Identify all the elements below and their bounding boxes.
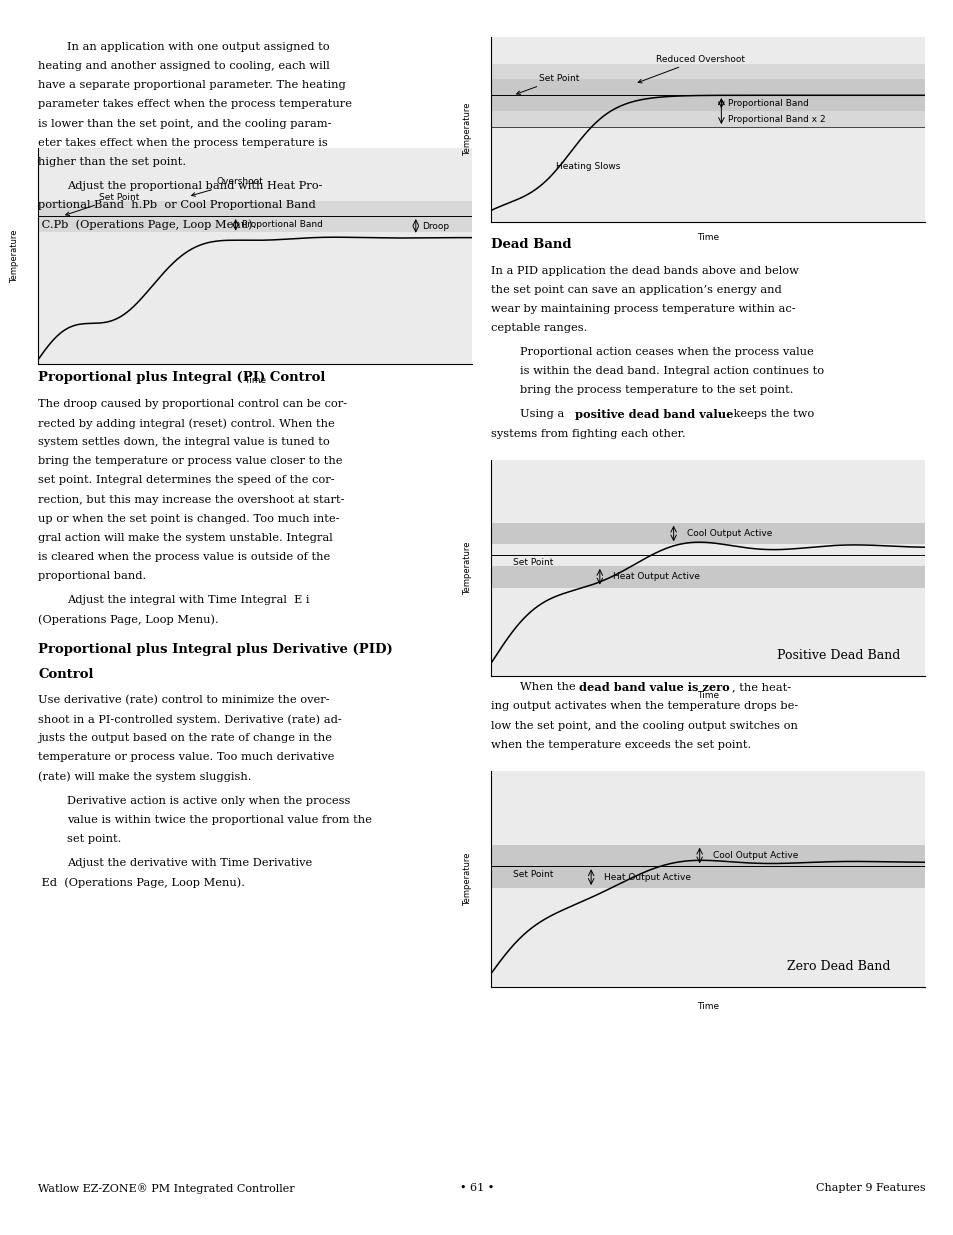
Bar (38, 201, 472, 232)
Bar (491, 522, 924, 545)
Text: Use derivative (rate) control to minimize the over-: Use derivative (rate) control to minimiz… (38, 695, 330, 705)
Text: Heat Output Active: Heat Output Active (612, 572, 700, 582)
Text: dead band value is zero: dead band value is zero (578, 682, 729, 693)
Text: Adjust the proportional band with Heat Pro-: Adjust the proportional band with Heat P… (67, 180, 322, 191)
Text: Ed  (Operations Page, Loop Menu).: Ed (Operations Page, Loop Menu). (38, 877, 245, 888)
Text: Time: Time (244, 375, 266, 385)
Text: gral action will make the system unstable. Integral: gral action will make the system unstabl… (38, 532, 333, 543)
Bar (491, 566, 924, 588)
Text: When the: When the (519, 682, 578, 693)
Text: temperature or process value. Too much derivative: temperature or process value. Too much d… (38, 752, 335, 762)
Text: Proportional plus Integral plus Derivative (PID): Proportional plus Integral plus Derivati… (38, 643, 393, 657)
Text: up or when the set point is changed. Too much inte-: up or when the set point is changed. Too… (38, 514, 339, 524)
Text: Set Point: Set Point (517, 74, 578, 94)
Text: Zero Dead Band: Zero Dead Band (786, 960, 889, 973)
Text: Cool Output Active: Cool Output Active (712, 851, 798, 860)
Text: proportional band.: proportional band. (38, 571, 146, 582)
Text: low the set point, and the cooling output switches on: low the set point, and the cooling outpu… (491, 720, 798, 731)
Bar (491, 845, 924, 866)
Text: heating and another assigned to cooling, each will: heating and another assigned to cooling,… (38, 61, 330, 72)
Text: Watlow EZ-ZONE® PM Integrated Controller: Watlow EZ-ZONE® PM Integrated Controller (38, 1183, 294, 1194)
Text: keeps the two: keeps the two (729, 409, 813, 420)
Text: Time: Time (697, 233, 719, 242)
Text: (rate) will make the system sluggish.: (rate) will make the system sluggish. (38, 772, 252, 782)
Text: Temperature: Temperature (462, 541, 472, 595)
Text: is within the dead band. Integral action continues to: is within the dead band. Integral action… (519, 366, 823, 377)
Bar (491, 63, 924, 127)
Bar (491, 79, 924, 111)
Text: Temperature: Temperature (10, 230, 19, 283)
Text: The droop caused by proportional control can be cor-: The droop caused by proportional control… (38, 399, 347, 409)
Text: set point. Integral determines the speed of the cor-: set point. Integral determines the speed… (38, 475, 335, 485)
Text: rection, but this may increase the overshoot at start-: rection, but this may increase the overs… (38, 494, 344, 505)
Text: set point.: set point. (67, 834, 121, 844)
Text: Heat Output Active: Heat Output Active (603, 873, 690, 882)
Text: shoot in a PI-controlled system. Derivative (rate) ad-: shoot in a PI-controlled system. Derivat… (38, 714, 341, 725)
Text: is cleared when the process value is outside of the: is cleared when the process value is out… (38, 552, 330, 562)
Text: Control: Control (38, 668, 93, 682)
Text: when the temperature exceeds the set point.: when the temperature exceeds the set poi… (491, 740, 751, 750)
Text: Set Point: Set Point (66, 193, 139, 215)
Text: Overshoot: Overshoot (192, 178, 263, 196)
Text: parameter takes effect when the process temperature: parameter takes effect when the process … (38, 99, 352, 110)
Text: have a separate proportional parameter. The heating: have a separate proportional parameter. … (38, 80, 346, 90)
Text: justs the output based on the rate of change in the: justs the output based on the rate of ch… (38, 734, 332, 743)
Text: C.Pb  (Operations Page, Loop Menu).: C.Pb (Operations Page, Loop Menu). (38, 219, 256, 230)
Text: Proportional Band: Proportional Band (242, 220, 323, 230)
Text: portional Band  h.Pb  or Cool Proportional Band: portional Band h.Pb or Cool Proportional… (38, 200, 315, 210)
Text: Temperature: Temperature (462, 852, 472, 906)
Text: Using a: Using a (519, 409, 567, 420)
Text: Proportional Band: Proportional Band (727, 99, 808, 107)
Text: Cool Output Active: Cool Output Active (686, 529, 771, 538)
Text: higher than the set point.: higher than the set point. (38, 157, 186, 167)
Text: Derivative action is active only when the process: Derivative action is active only when th… (67, 795, 350, 805)
Text: Proportional action ceases when the process value: Proportional action ceases when the proc… (519, 347, 813, 357)
Text: system settles down, the integral value is tuned to: system settles down, the integral value … (38, 437, 330, 447)
Text: Dead Band: Dead Band (491, 238, 571, 252)
Text: Droop: Droop (422, 222, 449, 231)
Text: Set Point: Set Point (513, 869, 553, 878)
Text: In an application with one output assigned to: In an application with one output assign… (67, 42, 329, 52)
Text: Time: Time (697, 690, 719, 700)
Text: wear by maintaining process temperature within ac-: wear by maintaining process temperature … (491, 304, 795, 314)
Text: ceptable ranges.: ceptable ranges. (491, 324, 587, 333)
Text: systems from fighting each other.: systems from fighting each other. (491, 429, 685, 438)
Text: Chapter 9 Features: Chapter 9 Features (815, 1183, 924, 1193)
Text: • 61 •: • 61 • (459, 1183, 494, 1193)
Text: positive dead band value: positive dead band value (575, 409, 733, 420)
Bar (491, 866, 924, 888)
Text: Adjust the integral with Time Integral  E i: Adjust the integral with Time Integral E… (67, 595, 309, 605)
Text: bring the temperature or process value closer to the: bring the temperature or process value c… (38, 457, 342, 467)
Text: Positive Dead Band: Positive Dead Band (776, 648, 900, 662)
Text: Set Point: Set Point (513, 558, 553, 567)
Text: the set point can save an application’s energy and: the set point can save an application’s … (491, 285, 781, 295)
Text: Adjust the derivative with Time Derivative: Adjust the derivative with Time Derivati… (67, 858, 312, 868)
Text: ing output activates when the temperature drops be-: ing output activates when the temperatur… (491, 701, 798, 711)
Text: Heating Slows: Heating Slows (556, 162, 620, 172)
Text: (Operations Page, Loop Menu).: (Operations Page, Loop Menu). (38, 614, 218, 625)
Text: is lower than the set point, and the cooling param-: is lower than the set point, and the coo… (38, 119, 332, 128)
Text: rected by adding integral (reset) control. When the: rected by adding integral (reset) contro… (38, 417, 335, 429)
Text: Time: Time (697, 1002, 719, 1011)
Text: value is within twice the proportional value from the: value is within twice the proportional v… (67, 815, 372, 825)
Text: Proportional Band x 2: Proportional Band x 2 (727, 115, 824, 124)
Text: Temperature: Temperature (462, 103, 472, 157)
Text: bring the process temperature to the set point.: bring the process temperature to the set… (519, 385, 793, 395)
Text: , the heat-: , the heat- (731, 682, 790, 693)
Text: eter takes effect when the process temperature is: eter takes effect when the process tempe… (38, 137, 328, 148)
Text: In a PID application the dead bands above and below: In a PID application the dead bands abov… (491, 266, 799, 275)
Text: Proportional plus Integral (PI) Control: Proportional plus Integral (PI) Control (38, 370, 325, 384)
Text: Reduced Overshoot: Reduced Overshoot (638, 54, 744, 83)
